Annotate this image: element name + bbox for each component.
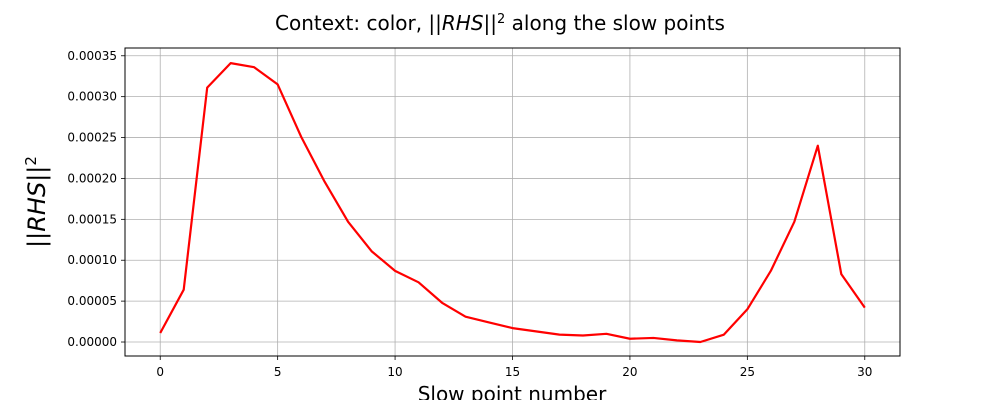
y-tick-label: 0.00015	[67, 212, 117, 226]
chart-title: Context: color, ||RHS||2 along the slow …	[275, 11, 725, 35]
x-tick-label: 5	[274, 365, 282, 379]
x-axis: 0 5 10 15 20 25 30	[156, 356, 872, 379]
x-tick-label: 0	[156, 365, 164, 379]
y-tick-label: 0.00000	[67, 335, 117, 349]
x-tick-label: 25	[740, 365, 755, 379]
plot-area	[159, 62, 866, 344]
x-tick-label: 15	[505, 365, 520, 379]
y-tick-label: 0.00010	[67, 253, 117, 267]
y-axis-label: ||RHS||2	[22, 156, 51, 248]
y-tick-label: 0.00030	[67, 90, 117, 104]
y-axis: 0.00000 0.00005 0.00010 0.00015 0.00020 0.000…	[67, 49, 125, 349]
grid	[125, 48, 900, 356]
x-tick-label: 20	[622, 365, 637, 379]
y-tick-label: 0.00035	[67, 49, 117, 63]
y-tick-label: 0.00020	[67, 171, 117, 185]
x-axis-label: Slow point number	[418, 382, 607, 400]
y-tick-label: 0.00005	[67, 294, 117, 308]
y-tick-label: 0.00025	[67, 131, 117, 145]
series-line	[159, 62, 866, 344]
x-tick-label: 10	[387, 365, 402, 379]
x-tick-label: 30	[857, 365, 872, 379]
